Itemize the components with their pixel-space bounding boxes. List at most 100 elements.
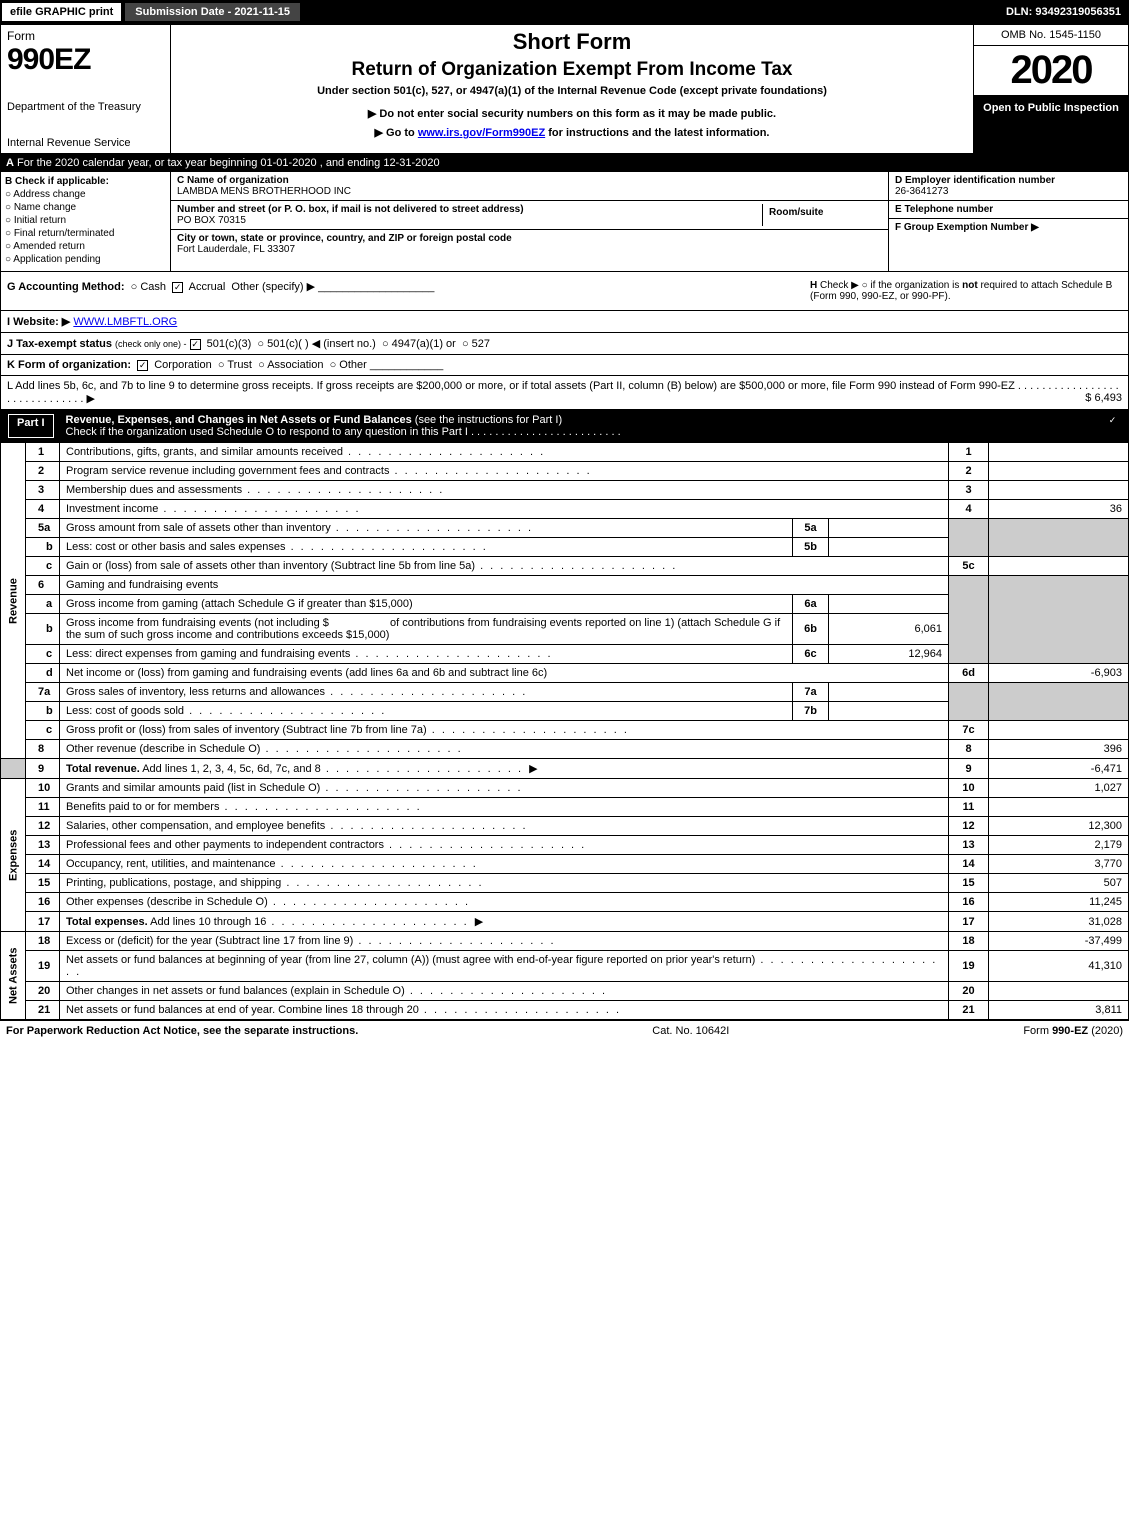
line-no: 9: [26, 759, 60, 779]
line-desc: Gain or (loss) from sale of assets other…: [60, 557, 949, 576]
goto-note: ▶ Go to www.irs.gov/Form990EZ for instru…: [175, 126, 969, 139]
dept-treasury: Department of the Treasury: [7, 101, 164, 113]
netassets-label: Net Assets: [1, 932, 26, 1020]
final-val: -37,499: [989, 932, 1129, 951]
submission-date: Submission Date - 2021-11-15: [123, 1, 302, 23]
line-desc: Total revenue. Add lines 1, 2, 3, 4, 5c,…: [60, 759, 949, 779]
chk-final-return[interactable]: Final return/terminated: [5, 228, 166, 239]
website-link[interactable]: WWW.LMBFTL.ORG: [73, 316, 177, 328]
g-other: Other (specify) ▶: [231, 281, 315, 293]
footer-catno: Cat. No. 10642I: [652, 1025, 729, 1037]
irs-link[interactable]: www.irs.gov/Form990EZ: [418, 127, 545, 139]
final-val: 2,179: [989, 836, 1129, 855]
line-no: 16: [26, 893, 60, 912]
chk-initial-return[interactable]: Initial return: [5, 215, 166, 226]
j-501c3: 501(c)(3): [207, 338, 252, 350]
c-room-label: Room/suite: [769, 207, 876, 218]
shaded-cell: [949, 683, 989, 721]
table-row: 13 Professional fees and other payments …: [1, 836, 1129, 855]
line-desc: Excess or (deficit) for the year (Subtra…: [60, 932, 949, 951]
k-corp-check[interactable]: [137, 360, 148, 371]
line-no: 7a: [26, 683, 60, 702]
k-other: Other: [339, 359, 367, 371]
final-no: 1: [949, 443, 989, 462]
line-no: 1: [26, 443, 60, 462]
final-val: 396: [989, 740, 1129, 759]
chk-pending[interactable]: Application pending: [5, 254, 166, 265]
final-no: 14: [949, 855, 989, 874]
l-amount: $ 6,493: [1085, 392, 1122, 404]
line-no: c: [26, 645, 60, 664]
line-no: 10: [26, 779, 60, 798]
efile-print[interactable]: efile GRAPHIC print: [0, 1, 123, 23]
chk-name-change[interactable]: Name change: [5, 202, 166, 213]
final-val: [989, 557, 1129, 576]
g-cash[interactable]: Cash: [140, 281, 166, 293]
subtitle: Under section 501(c), 527, or 4947(a)(1)…: [175, 85, 969, 97]
line-no: 2: [26, 462, 60, 481]
page-footer: For Paperwork Reduction Act Notice, see …: [0, 1020, 1129, 1041]
goto-pre: ▶ Go to: [375, 127, 418, 139]
inline-val: [829, 538, 949, 557]
table-row: 17 Total expenses. Add lines 10 through …: [1, 912, 1129, 932]
line-no: 15: [26, 874, 60, 893]
tax-year: 2020: [974, 46, 1128, 96]
k-trust: Trust: [227, 359, 252, 371]
final-no: 3: [949, 481, 989, 500]
final-val: 12,300: [989, 817, 1129, 836]
final-no: 13: [949, 836, 989, 855]
final-val: 41,310: [989, 951, 1129, 982]
line-no: 11: [26, 798, 60, 817]
inline-val: [829, 519, 949, 538]
line-desc: Gross sales of inventory, less returns a…: [60, 683, 793, 702]
form-label: Form: [7, 29, 164, 43]
d-ein-value: 26-3641273: [895, 186, 1122, 197]
c-name-field: C Name of organization LAMBDA MENS BROTH…: [171, 172, 888, 201]
final-val: [989, 798, 1129, 817]
form-header: Form 990EZ Department of the Treasury In…: [0, 24, 1129, 154]
table-row: 21 Net assets or fund balances at end of…: [1, 1001, 1129, 1020]
part1-title: Revenue, Expenses, and Changes in Net As…: [66, 414, 412, 426]
line-desc: Net assets or fund balances at end of ye…: [60, 1001, 949, 1020]
inline-val: [829, 683, 949, 702]
final-val: 3,811: [989, 1001, 1129, 1020]
line-desc: Gross profit or (loss) from sales of inv…: [60, 721, 949, 740]
part1-checkbox[interactable]: [1107, 415, 1118, 426]
h-text1: Check ▶ ○ if the organization is: [820, 280, 962, 291]
shaded-cell: [1, 759, 26, 779]
table-row: 5a Gross amount from sale of assets othe…: [1, 519, 1129, 538]
line-desc: Salaries, other compensation, and employ…: [60, 817, 949, 836]
final-val: 507: [989, 874, 1129, 893]
g-accrual: Accrual: [189, 281, 226, 293]
final-no: 21: [949, 1001, 989, 1020]
line-no: 20: [26, 982, 60, 1001]
f-group: F Group Exemption Number ▶: [889, 219, 1128, 236]
final-val: [989, 721, 1129, 740]
chk-address-change[interactable]: Address change: [5, 189, 166, 200]
j-501c3-check[interactable]: [190, 339, 201, 350]
chk-amended[interactable]: Amended return: [5, 241, 166, 252]
row-g: G Accounting Method: ○ Cash Accrual Othe…: [7, 280, 802, 302]
part1-table: Revenue 1 Contributions, gifts, grants, …: [0, 442, 1129, 1020]
inline-no: 6c: [793, 645, 829, 664]
line-no: 21: [26, 1001, 60, 1020]
c-name-label: C Name of organization: [177, 175, 882, 186]
k-assoc: Association: [267, 359, 323, 371]
c-name-value: LAMBDA MENS BROTHERHOOD INC: [177, 186, 882, 197]
c-addr-label: Number and street (or P. O. box, if mail…: [177, 204, 762, 215]
table-row: 20 Other changes in net assets or fund b…: [1, 982, 1129, 1001]
line-no: c: [26, 557, 60, 576]
line-desc: Grants and similar amounts paid (list in…: [60, 779, 949, 798]
row-j: J Tax-exempt status (check only one) - 5…: [0, 333, 1129, 355]
goto-post: for instructions and the latest informat…: [545, 127, 769, 139]
inline-no: 7a: [793, 683, 829, 702]
table-row: 12 Salaries, other compensation, and emp…: [1, 817, 1129, 836]
c-addr-field: Number and street (or P. O. box, if mail…: [171, 201, 888, 230]
final-val: 3,770: [989, 855, 1129, 874]
l-arrow: ▶: [86, 393, 94, 405]
g-accrual-check[interactable]: [172, 282, 183, 293]
line-no: b: [26, 702, 60, 721]
line-desc: Professional fees and other payments to …: [60, 836, 949, 855]
table-row: 16 Other expenses (describe in Schedule …: [1, 893, 1129, 912]
part1-dots: . . . . . . . . . . . . . . . . . . . . …: [471, 426, 621, 438]
